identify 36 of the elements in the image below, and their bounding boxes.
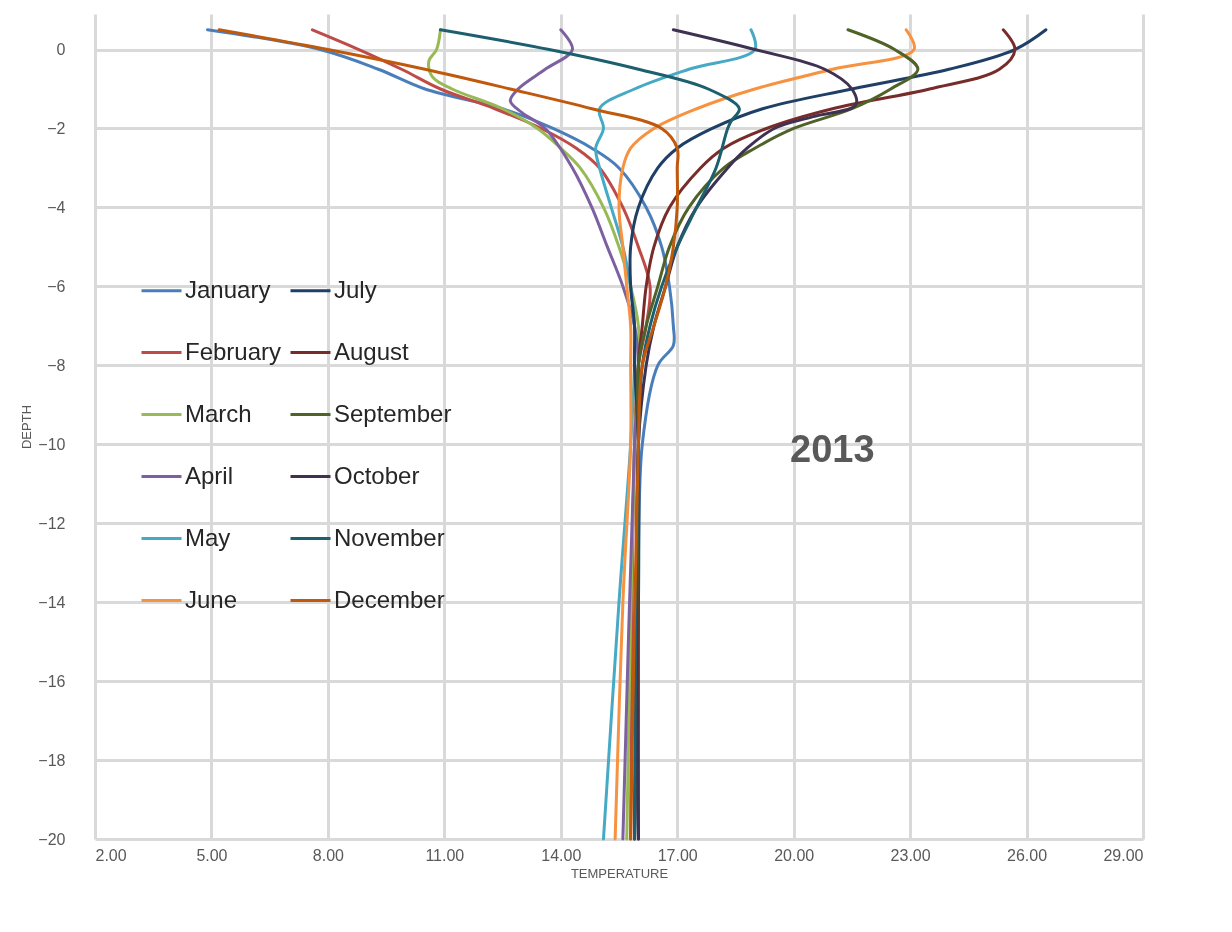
legend-label: August <box>334 337 410 365</box>
x-tick-label: 17.00 <box>657 846 698 864</box>
legend-label: November <box>334 523 445 551</box>
x-tick-label: 8.00 <box>312 846 345 864</box>
legend-label: February <box>185 337 282 365</box>
y-tick-label: −18 <box>38 751 66 769</box>
legend-label: March <box>185 399 252 427</box>
y-tick-label: −16 <box>38 672 66 690</box>
y-tick-label: −6 <box>47 277 66 295</box>
x-axis-title: TEMPERATURE <box>570 865 669 881</box>
x-tick-label: 26.00 <box>1007 846 1048 864</box>
legend-label: October <box>334 461 420 489</box>
legend-label: June <box>185 585 238 613</box>
x-tick-label: 23.00 <box>890 846 931 864</box>
x-tick-label: 2.00 <box>95 846 127 864</box>
y-tick-label: −8 <box>47 356 66 374</box>
legend-label: April <box>185 461 234 489</box>
y-tick-label: −4 <box>47 198 66 216</box>
annotation: 2013 <box>790 428 875 470</box>
y-tick-label: −20 <box>38 830 66 848</box>
legend-label: December <box>334 585 445 613</box>
x-tick-label: 11.00 <box>425 846 465 864</box>
y-tick-label: 0 <box>56 41 66 59</box>
x-tick-label: 20.00 <box>774 846 815 864</box>
legend-label: January <box>185 275 271 303</box>
legend-label: July <box>334 275 377 303</box>
x-tick-label: 29.00 <box>1103 846 1144 864</box>
y-tick-label: −14 <box>38 593 66 611</box>
y-tick-label: −10 <box>38 435 66 453</box>
x-tick-label: 14.00 <box>541 846 582 864</box>
y-tick-label: −12 <box>38 514 66 532</box>
y-tick-label: −2 <box>47 119 66 137</box>
legend-label: May <box>185 523 231 551</box>
y-axis-title: DEPTH <box>19 404 35 450</box>
legend-label: September <box>334 399 452 427</box>
x-tick-label: 5.00 <box>196 846 228 864</box>
